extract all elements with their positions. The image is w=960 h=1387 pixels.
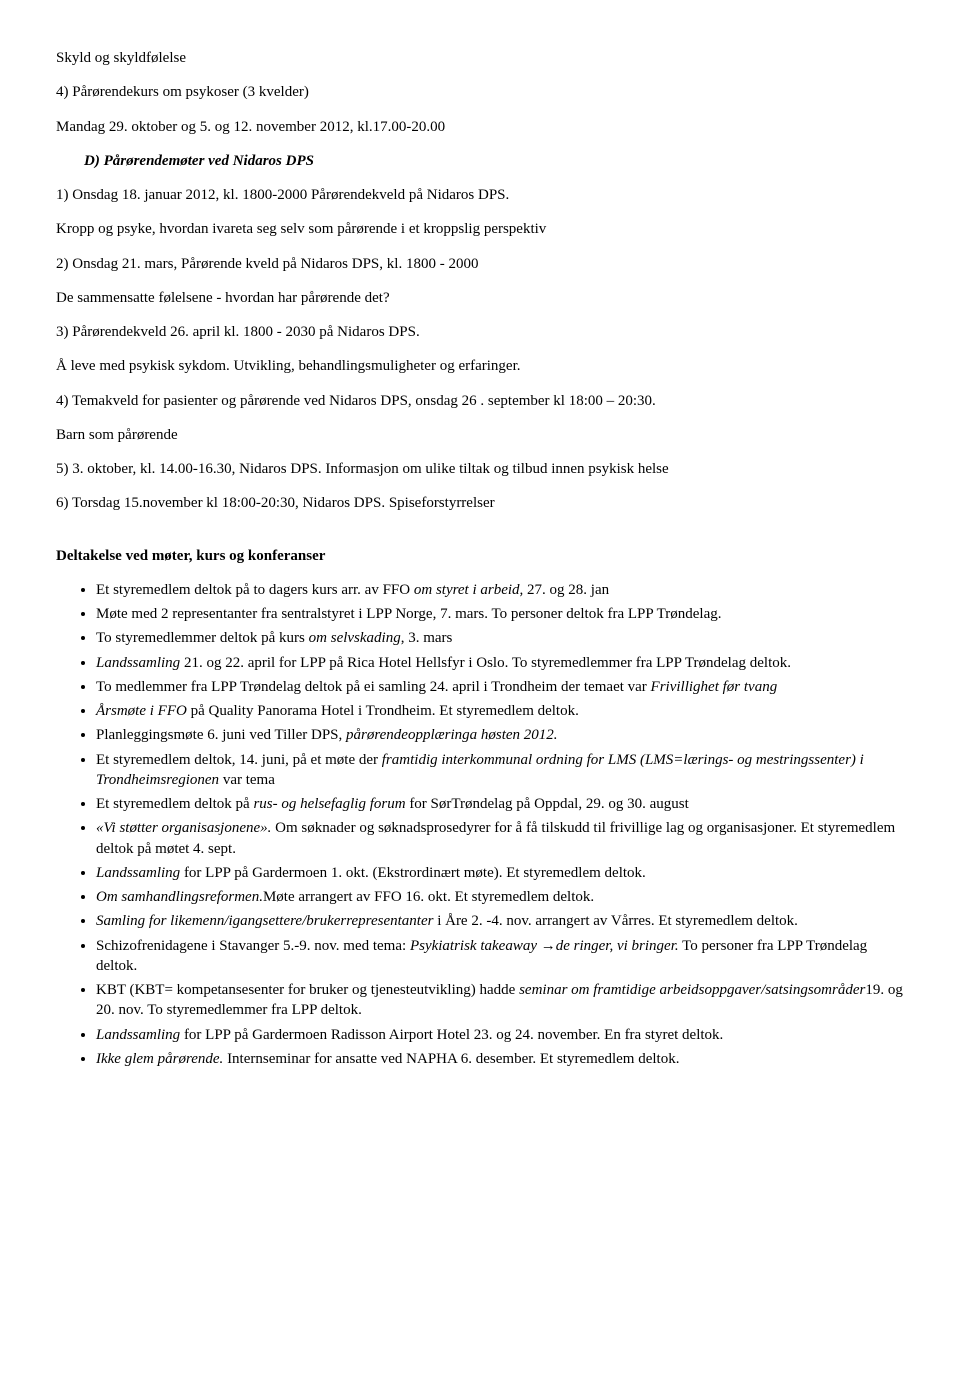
list-item: Landssamling 21. og 22. april for LPP på… bbox=[96, 653, 904, 673]
text-line: Mandag 29. oktober og 5. og 12. november… bbox=[56, 117, 904, 137]
list-item: Om samhandlingsreformen.Møte arrangert a… bbox=[96, 887, 904, 907]
list-item: Et styremedlem deltok på to dagers kurs … bbox=[96, 580, 904, 600]
list-item: KBT (KBT= kompetansesenter for bruker og… bbox=[96, 980, 904, 1021]
list-item: Landssamling for LPP på Gardermoen Radis… bbox=[96, 1025, 904, 1045]
list-item: Schizofrenidagene i Stavanger 5.-9. nov.… bbox=[96, 936, 904, 977]
list-item: Landssamling for LPP på Gardermoen 1. ok… bbox=[96, 863, 904, 883]
text-line: Å leve med psykisk sykdom. Utvikling, be… bbox=[56, 356, 904, 376]
list-item: Et styremedlem deltok på rus- og helsefa… bbox=[96, 794, 904, 814]
text-line: De sammensatte følelsene - hvordan har p… bbox=[56, 288, 904, 308]
text-line: 3) Pårørendekveld 26. april kl. 1800 - 2… bbox=[56, 322, 904, 342]
section-heading: Deltakelse ved møter, kurs og konferanse… bbox=[56, 546, 904, 566]
text-line: 6) Torsdag 15.november kl 18:00-20:30, N… bbox=[56, 493, 904, 513]
text-line: 4) Temakveld for pasienter og pårørende … bbox=[56, 391, 904, 411]
text-line: 2) Onsdag 21. mars, Pårørende kveld på N… bbox=[56, 254, 904, 274]
text-line: Barn som pårørende bbox=[56, 425, 904, 445]
list-item: Ikke glem pårørende. Internseminar for a… bbox=[96, 1049, 904, 1069]
text-line: Kropp og psyke, hvordan ivareta seg selv… bbox=[56, 219, 904, 239]
bullet-list: Et styremedlem deltok på to dagers kurs … bbox=[56, 580, 904, 1069]
text-line: 4) Pårørendekurs om psykoser (3 kvelder) bbox=[56, 82, 904, 102]
text-line: Skyld og skyldfølelse bbox=[56, 48, 904, 68]
list-item: Årsmøte i FFO på Quality Panorama Hotel … bbox=[96, 701, 904, 721]
subheading: D) Pårørendemøter ved Nidaros DPS bbox=[84, 151, 904, 171]
list-item: Planleggingsmøte 6. juni ved Tiller DPS,… bbox=[96, 725, 904, 745]
list-item: To medlemmer fra LPP Trøndelag deltok på… bbox=[96, 677, 904, 697]
list-item: Samling for likemenn/igangsettere/bruker… bbox=[96, 911, 904, 931]
list-item: «Vi støtter organisasjonene». Om søknade… bbox=[96, 818, 904, 859]
list-item: Et styremedlem deltok, 14. juni, på et m… bbox=[96, 750, 904, 791]
list-item: To styremedlemmer deltok på kurs om selv… bbox=[96, 628, 904, 648]
text-line: 1) Onsdag 18. januar 2012, kl. 1800-2000… bbox=[56, 185, 904, 205]
text-line: 5) 3. oktober, kl. 14.00-16.30, Nidaros … bbox=[56, 459, 904, 479]
list-item: Møte med 2 representanter fra sentralsty… bbox=[96, 604, 904, 624]
